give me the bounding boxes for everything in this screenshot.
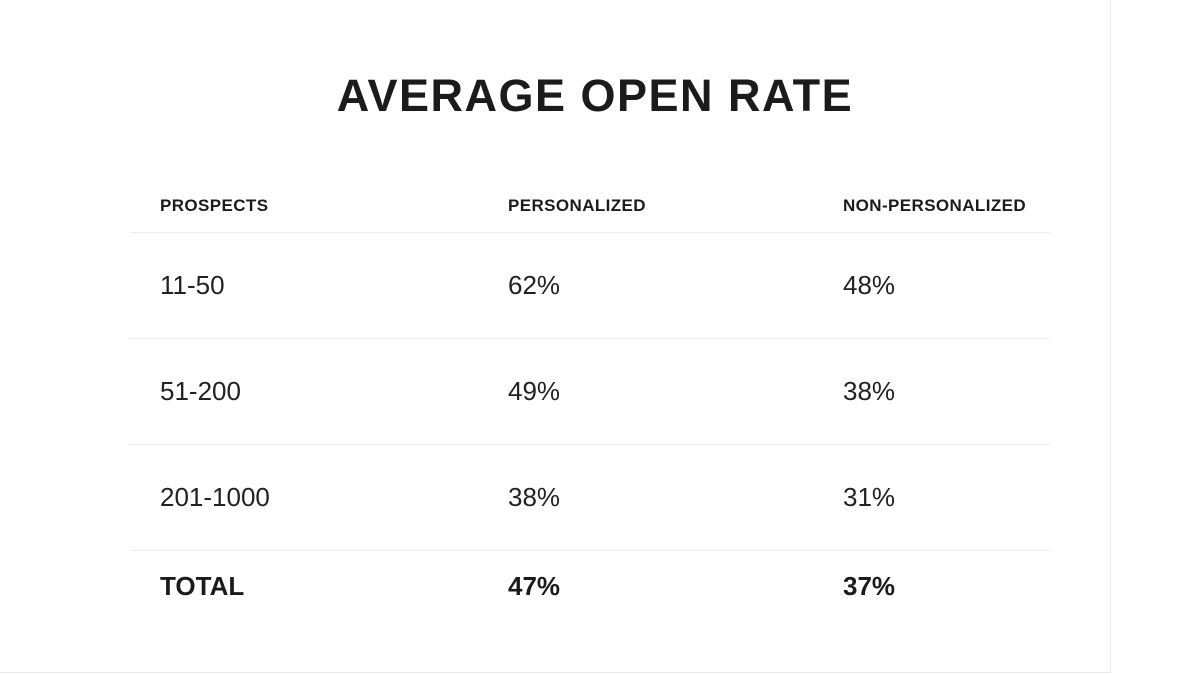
cell-non-personalized-row2: 38% [843, 376, 896, 406]
column-header-personalized: PERSONALIZED [508, 196, 646, 215]
table-row: 51-200 49% 38% [130, 339, 1050, 445]
slide-canvas: AVERAGE OPEN RATE PROSPECTS PERSONALIZED… [0, 0, 1111, 673]
open-rate-table: PROSPECTS PERSONALIZED NON-PERSONALIZED … [130, 190, 1050, 621]
cell-prospects-row3: 201-1000 [160, 482, 270, 512]
cell-non-personalized-row1: 48% [843, 270, 896, 300]
table-row: 201-1000 38% 31% [130, 445, 1050, 551]
column-header-non-personalized: NON-PERSONALIZED [843, 196, 1027, 215]
cell-personalized-row3: 38% [508, 482, 561, 512]
cell-total-personalized: 47% [508, 570, 561, 601]
page-title: AVERAGE OPEN RATE [336, 70, 854, 121]
cell-total-label: TOTAL [160, 570, 245, 601]
table-header-row: PROSPECTS PERSONALIZED NON-PERSONALIZED [130, 190, 1050, 233]
cell-non-personalized-row3: 31% [843, 482, 896, 512]
cell-prospects-row1: 11-50 [160, 270, 225, 300]
column-header-prospects: PROSPECTS [160, 196, 269, 215]
cell-personalized-row1: 62% [508, 270, 561, 300]
cell-prospects-row2: 51-200 [160, 376, 241, 406]
cell-total-non-personalized: 37% [843, 570, 896, 601]
table-row: 11-50 62% 48% [130, 233, 1050, 339]
table-total-row: TOTAL 47% 37% [130, 551, 1050, 621]
cell-personalized-row2: 49% [508, 376, 561, 406]
